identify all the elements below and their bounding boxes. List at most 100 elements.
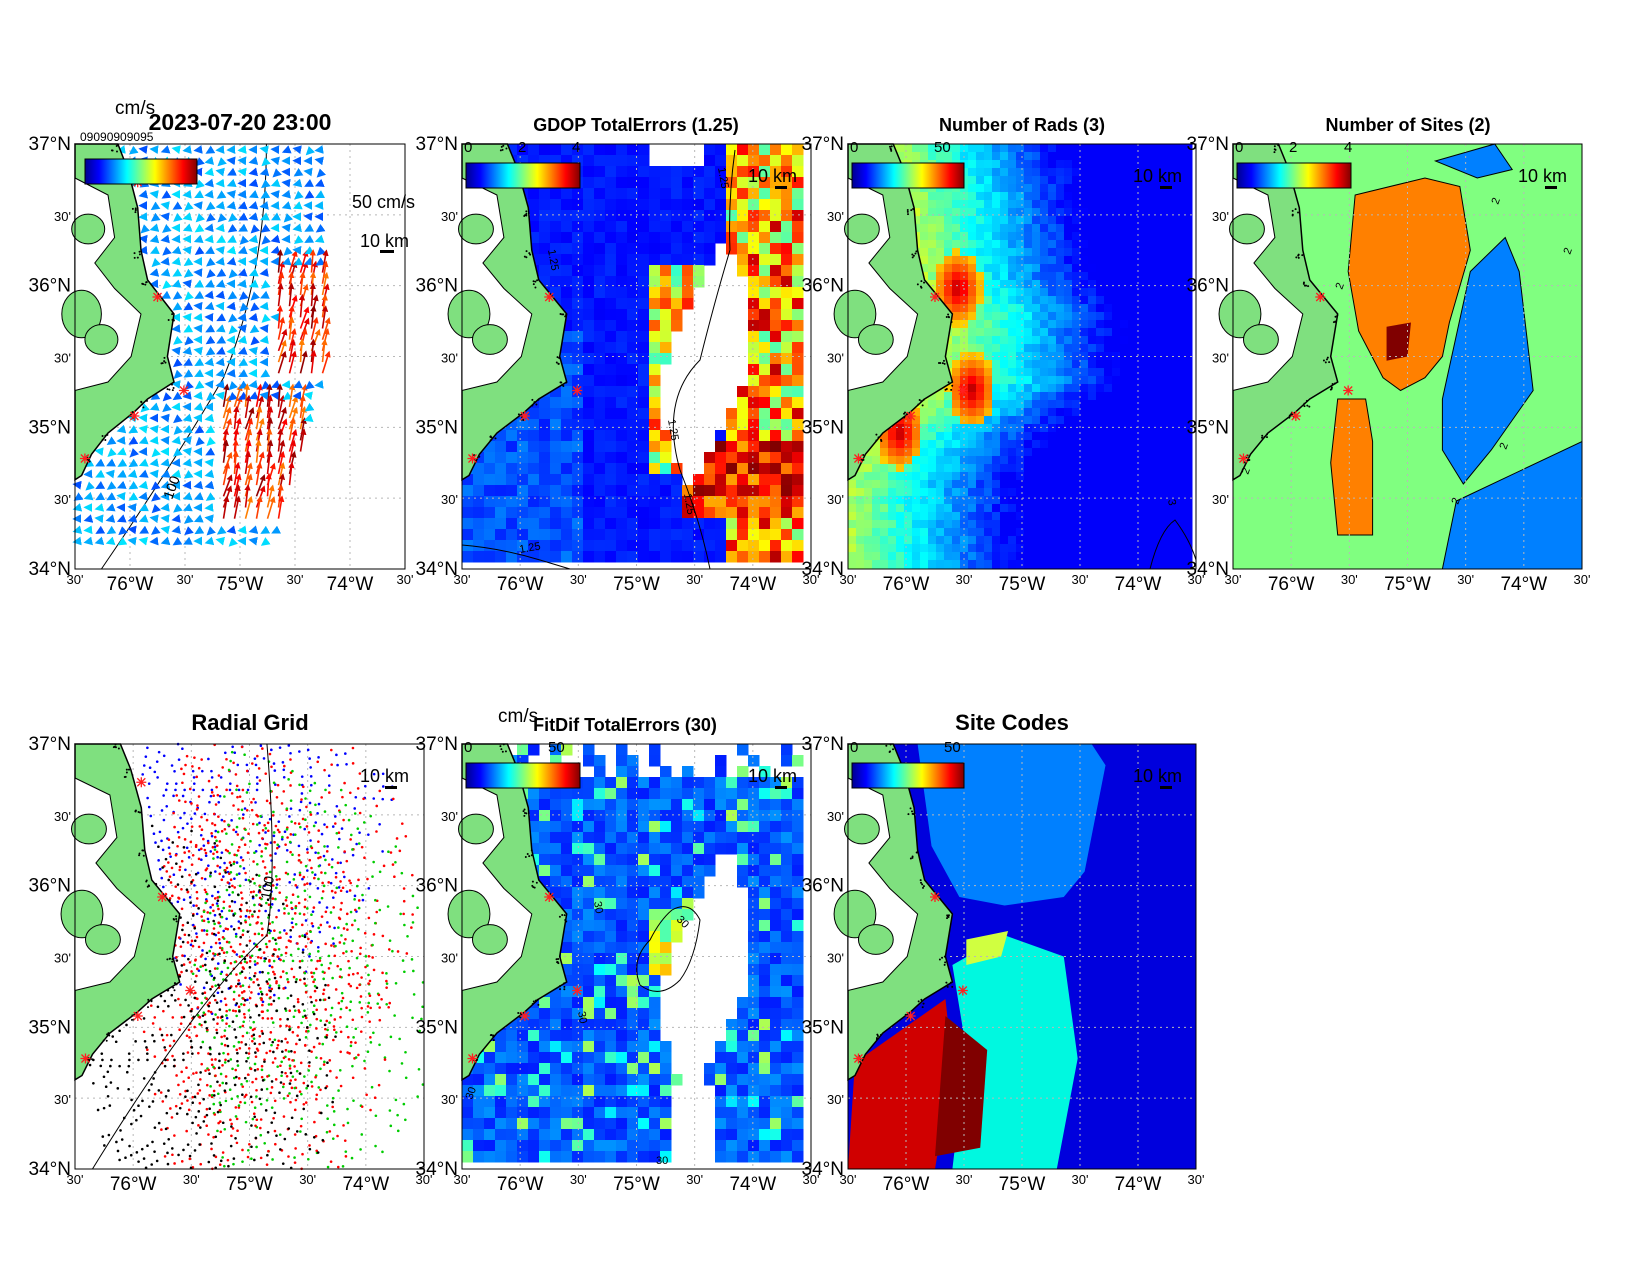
coast-dot <box>1297 253 1300 256</box>
grid-cell <box>792 375 804 387</box>
grid-cell <box>1080 288 1089 297</box>
grid-cell <box>968 368 977 377</box>
grid-cell <box>976 200 985 209</box>
grid-cell <box>605 430 617 442</box>
current-arrow <box>277 394 286 419</box>
grid-cell <box>1072 560 1081 569</box>
grid-cell <box>539 474 551 486</box>
radial-point <box>304 1016 308 1020</box>
current-arrow <box>182 189 192 199</box>
grid-cell <box>1088 504 1097 513</box>
current-arrow <box>128 481 139 490</box>
grid-cell <box>944 464 953 473</box>
grid-cell <box>693 265 705 277</box>
grid-cell <box>912 496 921 505</box>
current-arrow <box>288 383 296 407</box>
grid-cell <box>605 540 617 552</box>
grid-cell <box>1056 224 1065 233</box>
grid-cell <box>936 144 945 153</box>
grid-cell <box>1000 192 1009 201</box>
grid-cell <box>1000 168 1009 177</box>
grid-cell <box>792 276 804 288</box>
grid-cell <box>1112 224 1121 233</box>
colorbar-tick: 0 <box>464 139 472 156</box>
radial-point <box>303 898 307 901</box>
grid-cell <box>912 520 921 529</box>
grid-cell <box>968 544 977 553</box>
grid-cell <box>1184 192 1193 201</box>
radial-point <box>253 757 257 760</box>
coast-dot <box>525 210 528 213</box>
grid-cell <box>594 221 606 233</box>
grid-cell <box>660 188 672 200</box>
grid-cell <box>1088 392 1097 401</box>
grid-cell <box>1040 560 1049 569</box>
radial-point <box>214 829 218 833</box>
grid-cell <box>1128 176 1137 185</box>
grid-cell <box>1176 560 1185 569</box>
grid-cell <box>984 160 993 169</box>
grid-cell <box>594 496 606 508</box>
grid-cell <box>594 265 606 277</box>
grid-cell <box>1032 240 1041 249</box>
grid-cell <box>539 188 551 200</box>
grid-cell <box>1040 168 1049 177</box>
grid-cell <box>1016 344 1025 353</box>
radial-point <box>190 817 193 821</box>
grid-cell <box>1136 464 1145 473</box>
grid-cell <box>928 192 937 201</box>
grid-cell <box>1064 408 1073 417</box>
radial-point <box>274 852 277 855</box>
grid-cell <box>1144 232 1153 241</box>
radial-point <box>183 788 186 792</box>
grid-cell <box>1008 424 1017 433</box>
grid-cell <box>1048 192 1057 201</box>
radial-point <box>269 841 273 844</box>
grid-cell <box>605 155 617 167</box>
island <box>844 213 880 245</box>
grid-cell <box>1184 560 1193 569</box>
grid-cell <box>1184 552 1193 561</box>
grid-cell <box>1008 312 1017 321</box>
grid-cell <box>1088 304 1097 313</box>
grid-cell <box>1120 320 1129 329</box>
current-arrow <box>281 257 292 266</box>
grid-cell <box>1000 304 1009 313</box>
grid-cell <box>976 520 985 529</box>
grid-cell <box>1104 288 1113 297</box>
grid-cell <box>1016 224 1025 233</box>
grid-cell <box>473 551 485 563</box>
radial-point <box>219 972 223 976</box>
grid-cell <box>704 243 716 255</box>
radial-point <box>319 923 323 927</box>
grid-cell <box>1048 440 1057 449</box>
grid-cell <box>944 248 953 257</box>
current-arrow <box>227 223 238 233</box>
radial-point <box>220 1035 223 1039</box>
grid-cell <box>1096 224 1105 233</box>
radial-point <box>302 913 306 916</box>
radial-point <box>297 853 301 857</box>
current-arrow <box>205 425 216 434</box>
grid-cell <box>848 552 857 561</box>
grid-cell <box>1128 248 1137 257</box>
radial-point <box>177 936 181 939</box>
grid-cell <box>638 485 650 497</box>
grid-cell <box>1168 168 1177 177</box>
grid-cell <box>1088 328 1097 337</box>
grid-cell <box>1160 488 1169 497</box>
grid-cell <box>1080 152 1089 161</box>
current-arrow <box>248 268 259 277</box>
grid-cell <box>1096 344 1105 353</box>
grid-cell <box>1088 432 1097 441</box>
current-arrow <box>248 167 259 177</box>
grid-cell <box>1024 144 1033 153</box>
grid-cell <box>992 560 1001 569</box>
grid-cell <box>976 344 985 353</box>
current-arrow <box>204 503 214 512</box>
grid-cell <box>896 520 905 529</box>
grid-cell <box>920 496 929 505</box>
radial-point <box>298 912 302 915</box>
radial-point <box>230 819 233 822</box>
grid-cell <box>952 408 961 417</box>
